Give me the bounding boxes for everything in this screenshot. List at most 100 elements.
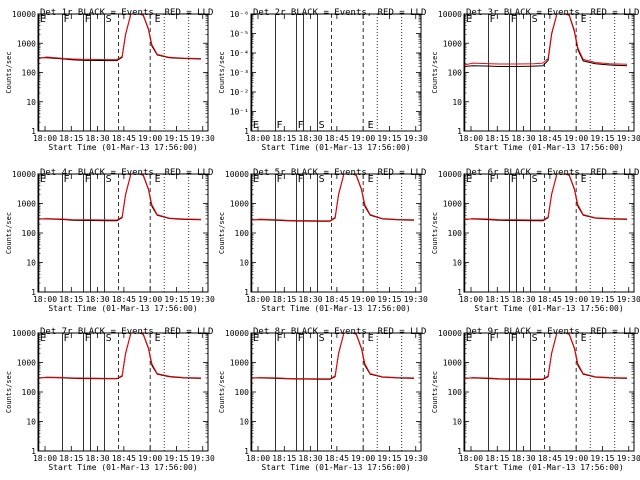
x-axis-label: Start Time (01-Mar-13 17:56:00) xyxy=(474,304,623,313)
x-axis-label: Start Time (01-Mar-13 17:56:00) xyxy=(48,304,197,313)
panel-frame xyxy=(250,13,422,132)
x-tick-label: 19:00 xyxy=(351,134,375,143)
event-marker-label: F xyxy=(490,14,496,25)
series-line-lld xyxy=(251,333,415,380)
event-marker-label: F xyxy=(490,174,496,185)
y-tick-label: 10000 xyxy=(225,170,249,179)
event-marker-label: S xyxy=(532,174,538,185)
x-tick-label: 19:15 xyxy=(377,134,401,143)
x-tick-label: 19:30 xyxy=(404,295,428,304)
event-marker-label: S xyxy=(319,174,325,185)
event-marker-label: S xyxy=(106,14,112,25)
event-marker-label: F xyxy=(277,120,283,131)
x-axis-label: Start Time (01-Mar-13 17:56:00) xyxy=(474,463,623,472)
x-tick-label: 18:45 xyxy=(325,454,349,463)
event-marker-label: F xyxy=(64,14,70,25)
x-tick-label: 18:15 xyxy=(272,295,296,304)
x-tick-label: 19:00 xyxy=(138,295,162,304)
x-tick-label: 18:30 xyxy=(86,454,110,463)
event-marker-label: E xyxy=(253,333,259,344)
series-line-lld xyxy=(38,174,202,221)
x-tick-label: 18:00 xyxy=(246,134,270,143)
event-marker-label: S xyxy=(319,120,325,131)
event-marker-label: F xyxy=(298,120,304,131)
x-tick-label: 18:30 xyxy=(299,134,323,143)
series-line-lld xyxy=(38,14,202,61)
panel-title: Det 5r BLACK = Events, RED = LLD xyxy=(253,168,426,178)
event-marker-label: E xyxy=(253,120,259,131)
event-marker-label: E xyxy=(466,14,472,25)
x-tick-label: 19:00 xyxy=(138,454,162,463)
x-axis-label: Start Time (01-Mar-13 17:56:00) xyxy=(48,143,197,152)
x-tick-label: 18:30 xyxy=(512,295,536,304)
x-tick-label: 19:30 xyxy=(404,454,428,463)
event-marker-label: S xyxy=(532,14,538,25)
x-tick-label: 18:30 xyxy=(86,295,110,304)
x-tick-label: 19:15 xyxy=(164,134,188,143)
x-tick-label: 18:45 xyxy=(112,134,136,143)
y-tick-label: 100 xyxy=(235,229,250,238)
y-tick-label: 10000 xyxy=(225,329,249,338)
event-marker-label: E xyxy=(40,333,46,344)
y-tick-label: 1000 xyxy=(230,359,249,368)
panel-title: Det 9r BLACK = Events, RED = LLD xyxy=(466,327,639,337)
y-tick-label: 1000 xyxy=(443,200,462,209)
x-tick-label: 18:15 xyxy=(485,295,509,304)
event-marker-label: S xyxy=(532,333,538,344)
x-tick-label: 18:00 xyxy=(459,295,483,304)
event-marker-label: E xyxy=(155,174,161,185)
x-tick-label: 18:15 xyxy=(59,295,83,304)
y-tick-label: 100 xyxy=(22,229,37,238)
x-tick-label: 18:45 xyxy=(325,295,349,304)
event-marker-label: F xyxy=(490,333,496,344)
series-line-lld xyxy=(38,333,202,379)
y-tick-label: 10000 xyxy=(12,329,36,338)
event-marker-label: E xyxy=(155,14,161,25)
y-tick-label: 100 xyxy=(448,69,463,78)
y-axis-label: Counts/sec xyxy=(5,212,13,254)
x-tick-label: 18:45 xyxy=(538,295,562,304)
x-axis-label: Start Time (01-Mar-13 17:56:00) xyxy=(261,463,410,472)
y-tick-label: 100 xyxy=(448,229,463,238)
y-tick-label: 10⁻⁴ xyxy=(230,49,249,58)
y-tick-label: 10⁻¹ xyxy=(230,108,249,117)
series-line-lld xyxy=(464,174,628,221)
x-tick-label: 19:15 xyxy=(377,454,401,463)
y-axis-label: Counts/sec xyxy=(431,371,439,413)
event-marker-label: E xyxy=(581,14,587,25)
y-tick-label: 10⁻³ xyxy=(230,69,249,78)
y-tick-label: 1 xyxy=(244,447,249,456)
y-tick-label: 10⁻⁵ xyxy=(230,30,249,39)
y-tick-label: 1000 xyxy=(230,200,249,209)
event-marker-label: F xyxy=(85,174,91,185)
panel-title: Det 3r BLACK = Events, RED = LLD xyxy=(466,8,639,18)
x-tick-label: 18:00 xyxy=(459,454,483,463)
event-marker-label: F xyxy=(298,333,304,344)
x-tick-label: 18:00 xyxy=(33,295,57,304)
x-tick-label: 19:15 xyxy=(164,295,188,304)
event-marker-label: F xyxy=(511,14,517,25)
x-tick-label: 19:15 xyxy=(590,454,614,463)
x-tick-label: 18:30 xyxy=(299,454,323,463)
y-tick-label: 10 xyxy=(452,98,462,107)
panel-frame xyxy=(463,173,635,293)
panel-title: Det 1r BLACK = Events, RED = LLD xyxy=(40,8,213,18)
event-marker-label: F xyxy=(85,333,91,344)
x-tick-label: 19:15 xyxy=(164,454,188,463)
y-tick-label: 1 xyxy=(457,447,462,456)
panel-frame xyxy=(463,13,635,132)
panel-frame xyxy=(37,13,209,132)
x-tick-label: 18:45 xyxy=(538,454,562,463)
event-marker-label: S xyxy=(106,333,112,344)
x-tick-label: 18:30 xyxy=(86,134,110,143)
x-tick-label: 18:45 xyxy=(538,134,562,143)
